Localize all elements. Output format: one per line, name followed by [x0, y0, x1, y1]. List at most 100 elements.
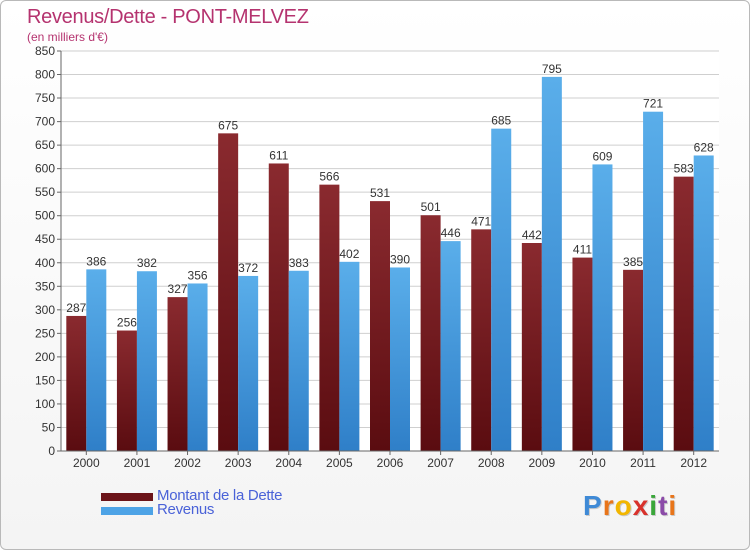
y-tick-label: 500 [35, 209, 55, 223]
y-tick-label: 850 [35, 44, 55, 58]
axis-layer: 0 50 100 150 200 250 300 350 400 450 500 550 600 650 7… [35, 44, 719, 470]
y-tick-label: 0 [48, 444, 55, 458]
x-tick-label: 2003 [225, 456, 252, 470]
data-label-dette: 385 [623, 255, 643, 269]
x-tick-label: 2006 [377, 456, 404, 470]
bar-revenus [238, 275, 259, 451]
bar-dette [218, 133, 239, 451]
data-label-revenus: 446 [441, 226, 461, 240]
y-tick-label: 800 [35, 68, 55, 82]
bar-dette [521, 243, 542, 451]
y-tick-label: 200 [35, 350, 55, 364]
data-label-revenus: 628 [694, 140, 714, 154]
bar-revenus [592, 164, 613, 452]
bar-dette [673, 176, 694, 451]
y-tick-label: 650 [35, 138, 55, 152]
data-label-dette: 583 [674, 162, 694, 176]
x-tick-label: 2008 [478, 456, 505, 470]
y-tick-label: 250 [35, 326, 55, 340]
data-label-revenus: 721 [643, 97, 663, 111]
bar-revenus [339, 261, 360, 451]
data-label-dette: 442 [522, 228, 542, 242]
logo-letter: r [602, 490, 615, 521]
logo-letter: i [668, 490, 678, 521]
y-tick-label: 400 [35, 256, 55, 270]
data-label-revenus: 372 [238, 261, 258, 275]
x-tick-label: 2011 [630, 456, 656, 470]
y-tick-label: 700 [35, 115, 55, 129]
data-label-dette: 411 [573, 243, 592, 257]
bar-revenus [187, 283, 208, 451]
chart-subtitle: (en milliers d'€) [27, 30, 108, 44]
x-tick-label: 2001 [124, 456, 151, 470]
data-label-revenus: 402 [339, 247, 359, 261]
x-tick-label: 2004 [275, 456, 302, 470]
bar-dette [572, 257, 593, 451]
x-tick-label: 2000 [73, 456, 100, 470]
data-label-dette: 287 [66, 301, 86, 315]
bar-dette [319, 184, 340, 451]
y-tick-label: 50 [42, 420, 56, 434]
bar-dette [167, 297, 188, 451]
data-label-dette: 501 [421, 200, 441, 214]
y-tick-label: 100 [35, 397, 55, 411]
bar-revenus [491, 128, 512, 451]
data-label-dette: 531 [370, 186, 390, 200]
bar-revenus [288, 270, 309, 451]
data-label-revenus: 795 [542, 62, 562, 76]
bar-revenus [643, 111, 664, 452]
x-tick-label: 2012 [680, 456, 707, 470]
bar-revenus [136, 271, 157, 451]
y-tick-label: 350 [35, 279, 55, 293]
x-tick-label: 2010 [579, 456, 606, 470]
bar-revenus [693, 155, 714, 451]
data-label-revenus: 609 [592, 149, 612, 163]
bar-dette [471, 229, 492, 451]
logo-letter: o [614, 490, 633, 521]
data-label-dette: 471 [471, 214, 491, 228]
bar-revenus [541, 76, 562, 451]
data-label-revenus: 383 [289, 256, 309, 270]
x-tick-label: 2005 [326, 456, 353, 470]
x-tick-label: 2002 [174, 456, 201, 470]
bar-revenus [440, 241, 461, 451]
logo-letter: P [583, 490, 603, 521]
bar-dette [268, 163, 289, 451]
chart-title: Revenus/Dette - PONT-MELVEZ [27, 6, 309, 28]
data-label-revenus: 382 [137, 256, 157, 270]
data-label-revenus: 390 [390, 252, 410, 266]
legend-swatch-revenus [101, 507, 153, 515]
y-tick-label: 550 [35, 185, 55, 199]
bar-dette [623, 269, 644, 451]
data-label-dette: 566 [319, 170, 339, 184]
data-label-dette: 611 [269, 148, 288, 162]
x-tick-label: 2009 [528, 456, 555, 470]
proxiti-logo: Proxiti [583, 490, 677, 522]
bar-dette [420, 215, 441, 451]
legend-label-revenus: Revenus [157, 501, 215, 518]
data-label-revenus: 685 [491, 114, 511, 128]
data-label-dette: 675 [218, 118, 238, 132]
logo-letter: i [649, 490, 659, 521]
legend-label-dette: Montant de la Dette [157, 487, 283, 504]
logo-letter: x [632, 490, 650, 521]
y-tick-label: 150 [35, 373, 55, 387]
data-label-dette: 256 [117, 316, 137, 330]
x-tick-label: 2007 [427, 456, 454, 470]
bar-dette [116, 330, 137, 451]
y-tick-label: 450 [35, 232, 55, 246]
legend-swatch-dette [101, 493, 153, 501]
logo-letter: t [658, 490, 669, 521]
data-label-dette: 327 [168, 282, 188, 296]
data-label-revenus: 386 [86, 254, 106, 268]
y-tick-label: 300 [35, 303, 55, 317]
bar-revenus [390, 267, 410, 451]
bar-dette [66, 315, 87, 451]
bar-layer [66, 76, 714, 452]
data-label-revenus: 356 [188, 268, 208, 282]
y-tick-label: 600 [35, 162, 55, 176]
bar-revenus [86, 269, 107, 451]
